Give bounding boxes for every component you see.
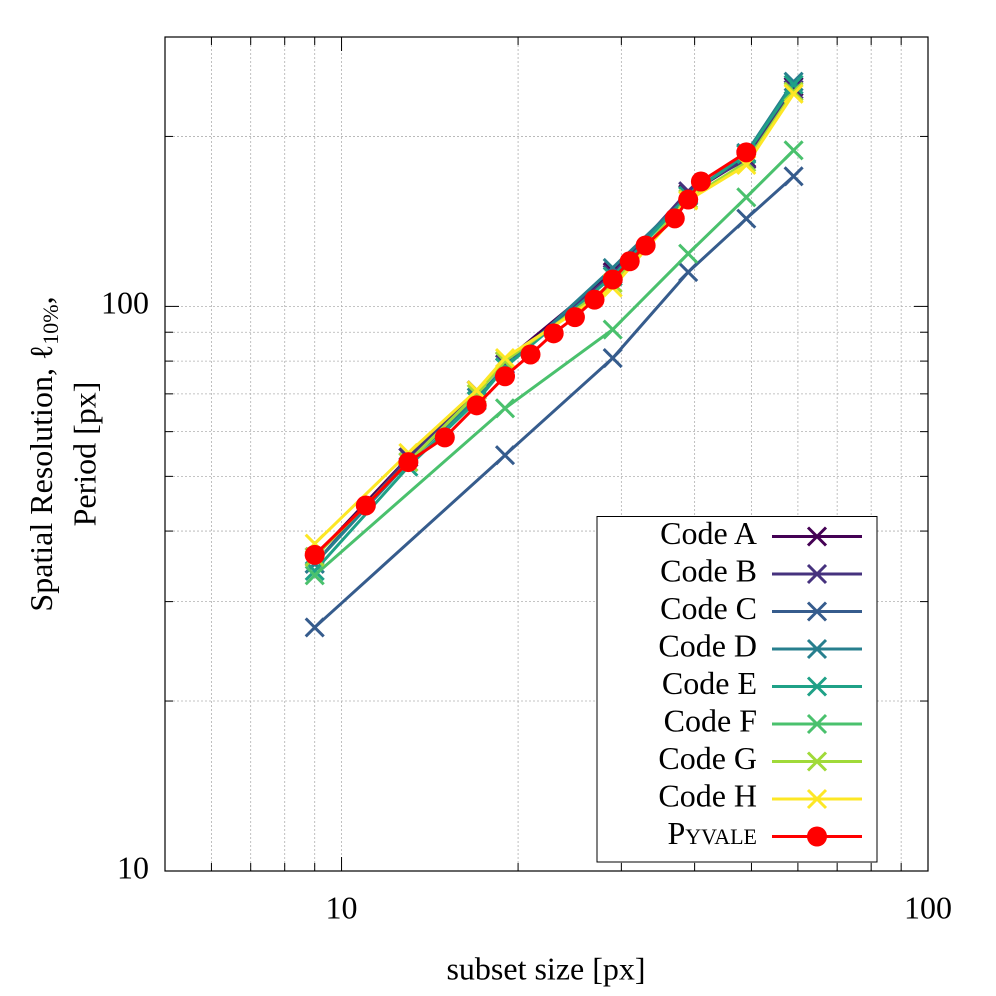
marker [678, 189, 699, 210]
x-axis-label: subset size [px] [446, 950, 645, 986]
legend-label: Code H [658, 777, 757, 813]
marker [520, 344, 541, 365]
marker [494, 347, 516, 369]
y-axis-label: Spatial Resolution, ℓ10%, [23, 296, 63, 611]
marker [543, 323, 564, 344]
marker [736, 187, 757, 208]
y-label-text: Spatial Resolution, ℓ [23, 345, 59, 612]
marker [602, 319, 623, 340]
y-axis-label: Period [px] [66, 382, 102, 527]
marker [807, 826, 827, 847]
marker [664, 208, 685, 229]
marker [564, 307, 585, 328]
marker [466, 380, 487, 401]
marker [355, 495, 376, 516]
marker [806, 563, 828, 585]
marker [806, 601, 828, 622]
legend-label: Code G [658, 740, 757, 776]
marker [783, 166, 804, 187]
marker [806, 713, 828, 735]
marker [806, 676, 828, 697]
marker [602, 269, 623, 290]
marker [398, 452, 419, 473]
marker [602, 347, 623, 369]
marker [783, 74, 804, 95]
marker [783, 83, 804, 104]
marker [806, 751, 828, 772]
marker [494, 398, 516, 419]
y-tick-label: 10 [117, 849, 149, 885]
marker [304, 565, 325, 586]
marker [434, 427, 455, 448]
legend-label: Code A [660, 515, 757, 551]
marker [304, 617, 325, 638]
series-line [313, 149, 795, 577]
marker [806, 638, 828, 660]
marker [584, 289, 605, 310]
legend-label: Code C [660, 590, 757, 626]
marker [806, 788, 828, 810]
legend-label: Code F [664, 702, 757, 738]
marker [678, 243, 699, 264]
marker [635, 235, 656, 256]
y-label-subscript: 10% [38, 304, 63, 344]
marker [736, 142, 757, 163]
marker [783, 140, 804, 161]
marker [619, 251, 640, 272]
marker [690, 171, 711, 192]
marker [806, 526, 828, 547]
marker [304, 544, 325, 565]
legend-label: Code E [662, 665, 757, 701]
marker [678, 262, 699, 283]
series-line [313, 92, 795, 545]
plot-frame [164, 36, 929, 872]
marker [495, 366, 516, 387]
legend-label: Code D [658, 627, 757, 663]
legend-label: Pyvale [667, 815, 757, 851]
legend-label: Code B [660, 552, 757, 588]
x-tick-label: 100 [904, 889, 952, 925]
marker [466, 395, 487, 416]
marker [494, 445, 516, 466]
x-tick-label: 10 [326, 889, 358, 925]
marker [736, 208, 757, 229]
y-tick-label: 100 [101, 285, 149, 321]
y-label-text: , [23, 296, 59, 304]
